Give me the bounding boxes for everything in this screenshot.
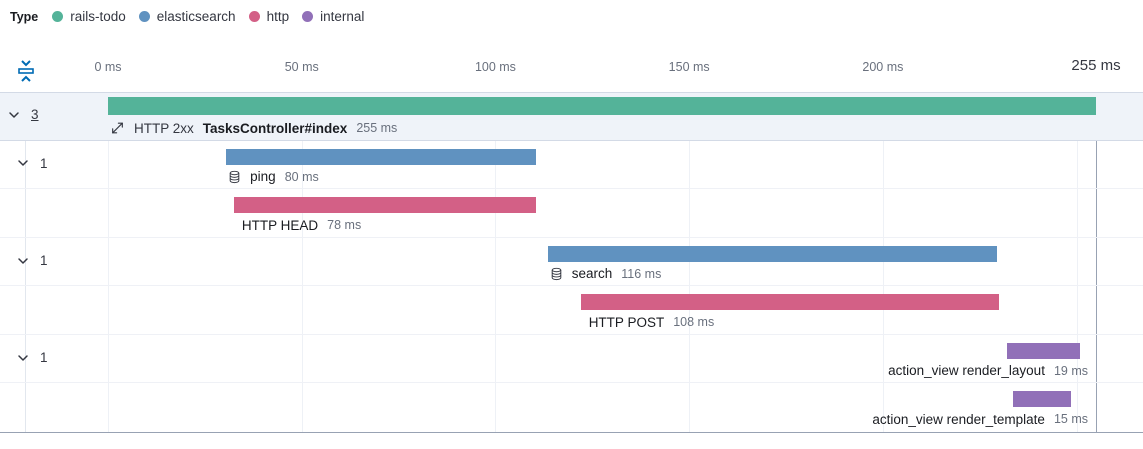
span-label: action_view render_layout 19 ms — [888, 362, 1088, 380]
database-icon — [550, 267, 563, 281]
gridline — [301, 92, 303, 432]
span-duration: 255 ms — [356, 121, 398, 135]
span-name: TasksController#index — [202, 120, 348, 136]
span-label: HTTP HEAD 78 ms — [242, 216, 361, 234]
span-label: search 116 ms — [550, 265, 662, 283]
gridline — [495, 92, 497, 432]
span-bar[interactable] — [580, 294, 1000, 311]
gridline — [882, 92, 884, 432]
gridline — [689, 92, 691, 432]
span-name: search — [571, 266, 613, 282]
span-duration: 78 ms — [327, 218, 362, 233]
waterfall-row-span — [0, 238, 1143, 287]
span-duration: 80 ms — [284, 169, 319, 184]
legend-label: rails-todo — [70, 9, 126, 24]
accordion-toggle[interactable]: 3 — [8, 107, 39, 122]
axis-tick-label: 100 ms — [474, 60, 516, 74]
span-duration: 116 ms — [621, 266, 662, 281]
accordion-toggle[interactable]: 1 — [17, 253, 48, 268]
gridline — [1076, 92, 1078, 432]
legend-items: rails-todo elasticsearch http internal — [52, 9, 377, 24]
legend-title: Type — [10, 9, 39, 24]
child-count: 1 — [40, 155, 48, 171]
axis-tick-label: 150 ms — [668, 60, 710, 74]
child-count: 1 — [40, 253, 48, 268]
transaction-bar[interactable] — [108, 97, 1096, 115]
trace-end-line — [1095, 92, 1097, 432]
legend-label: elasticsearch — [156, 9, 236, 24]
legend-dot — [52, 11, 64, 22]
accordion-toggle[interactable]: 1 — [17, 156, 48, 171]
waterfall-row-span — [0, 335, 1143, 384]
span-bar[interactable] — [1006, 342, 1081, 359]
legend-item-rails-todo: rails-todo — [52, 9, 126, 24]
span-label: action_view render_template 15 ms — [872, 410, 1088, 428]
span-name: action_view render_template — [872, 411, 1045, 427]
span-label: ping 80 ms — [228, 168, 319, 186]
legend-dot — [302, 11, 314, 22]
axis-tick-label: 0 ms — [94, 60, 122, 74]
legend-label: internal — [320, 9, 365, 24]
gridline — [108, 92, 109, 432]
type-legend: Type rails-todo elasticsearch http internal — [10, 9, 377, 24]
fold-icon — [14, 60, 38, 87]
span-label: HTTP 2xx TasksController#index 255 ms — [110, 119, 397, 137]
waterfall-chart: 3 HTTP 2xx TasksController#index 255 ms 1 pin… — [0, 92, 1143, 433]
transaction-result: HTTP 2xx — [134, 120, 194, 136]
span-bar[interactable] — [233, 197, 537, 214]
legend-item-elasticsearch: elasticsearch — [138, 9, 236, 24]
chevron-down-icon — [17, 255, 35, 267]
chevron-down-icon — [8, 109, 26, 121]
span-bar[interactable] — [1012, 391, 1071, 408]
legend-dot — [138, 11, 150, 22]
span-duration: 19 ms — [1053, 363, 1088, 378]
axis-tick-label: 50 ms — [284, 60, 319, 74]
span-name: HTTP HEAD — [241, 217, 319, 233]
database-icon — [228, 170, 241, 184]
legend-item-internal: internal — [302, 9, 364, 24]
span-name: action_view render_layout — [888, 363, 1045, 379]
span-name: HTTP POST — [588, 314, 665, 330]
axis-tick-label: 200 ms — [862, 60, 904, 74]
span-duration: 15 ms — [1053, 412, 1088, 427]
span-bar[interactable] — [547, 245, 998, 262]
waterfall-row-span — [0, 141, 1143, 190]
span-label: HTTP POST 108 ms — [589, 313, 715, 331]
span-duration: 108 ms — [673, 315, 715, 330]
span-bar[interactable] — [226, 148, 537, 165]
waterfall-row-span — [0, 286, 1143, 335]
child-count: 1 — [40, 350, 48, 366]
axis-end-label: 255 ms — [1071, 57, 1121, 74]
waterfall-row-span — [0, 189, 1143, 238]
accordion-toggle[interactable]: 1 — [17, 350, 48, 365]
chevron-down-icon — [17, 157, 35, 169]
legend-dot — [248, 11, 260, 22]
accordion-indent-guide — [25, 140, 26, 432]
span-name: ping — [250, 169, 276, 185]
chevron-down-icon — [17, 352, 35, 364]
legend-label: http — [266, 9, 290, 24]
transaction-icon — [110, 121, 125, 135]
child-count: 3 — [31, 107, 39, 123]
fold-timeline-button[interactable] — [12, 56, 40, 86]
legend-item-http: http — [248, 9, 290, 24]
